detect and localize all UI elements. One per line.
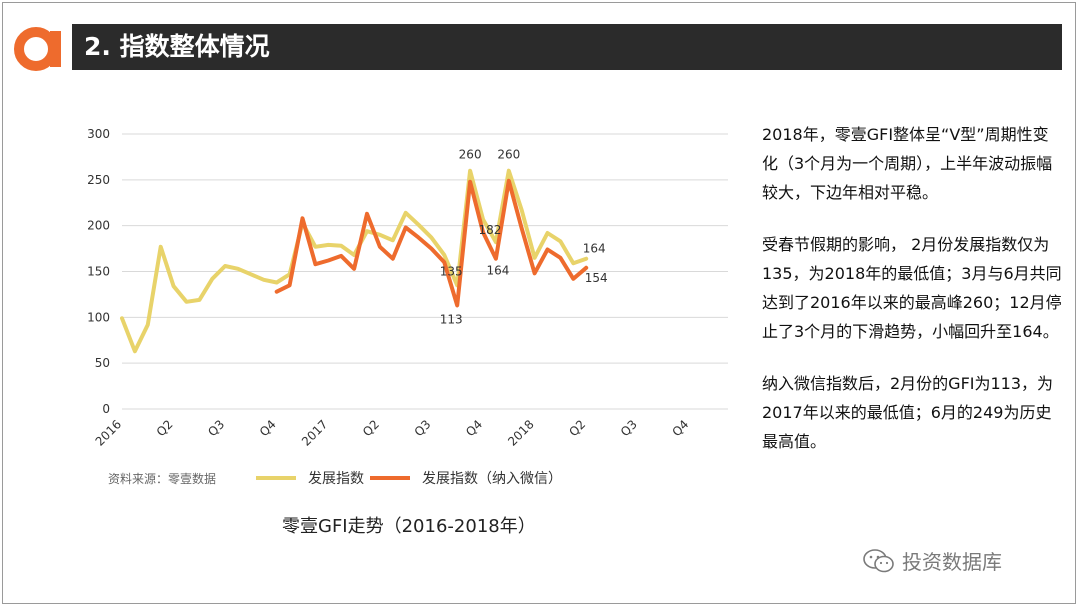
series-line-1 — [274, 178, 589, 308]
data-label: 113 — [440, 312, 463, 326]
watermark-text: 投资数据库 — [902, 550, 1002, 574]
commentary-paragraph: 纳入微信指数后，2月份的GFI为113，为2017年以来的最低值；6月的249为… — [762, 374, 1054, 451]
legend-swatch-development-index — [256, 476, 296, 480]
chart-source: 资料来源：零壹数据 — [108, 472, 217, 486]
x-tick-label: Q3 — [618, 417, 640, 439]
x-tick-label: Q3 — [205, 417, 227, 439]
data-label: 164 — [486, 264, 509, 278]
data-label: 182 — [478, 223, 501, 237]
x-tick-label: Q2 — [154, 417, 176, 439]
x-tick-label: Q4 — [257, 417, 279, 439]
legend-swatch-development-index-wechat — [370, 476, 410, 480]
series-line-0 — [120, 168, 589, 354]
x-tick-label: Q3 — [412, 417, 434, 439]
x-tick-label: Q2 — [360, 417, 382, 439]
data-label: 154 — [585, 271, 608, 285]
wechat-icon — [863, 548, 894, 572]
legend-label: 发展指数（纳入微信） — [422, 471, 562, 487]
y-tick-label: 250 — [87, 173, 110, 187]
x-tick-label: 2018 — [505, 417, 536, 448]
data-label: 260 — [497, 148, 520, 162]
x-tick-label: Q4 — [669, 417, 691, 439]
data-label: 164 — [583, 242, 606, 256]
page-title: 2. 指数整体情况 — [72, 24, 1062, 70]
legend-item-development-index-wechat: 发展指数（纳入微信） — [370, 468, 562, 488]
legend-item-development-index: 发展指数 — [256, 468, 364, 488]
x-tick-label: 2016 — [93, 417, 124, 448]
watermark: 投资数据库 — [862, 546, 1002, 575]
y-tick-label: 200 — [87, 219, 110, 233]
legend-label: 发展指数 — [308, 471, 364, 487]
x-tick-label: Q2 — [566, 417, 588, 439]
y-tick-label: 50 — [95, 356, 110, 370]
data-label: 260 — [459, 148, 482, 162]
y-tick-label: 100 — [87, 310, 110, 324]
chart-title: 零壹GFI走势（2016-2018年） — [282, 516, 536, 537]
y-tick-label: 300 — [87, 127, 110, 141]
x-tick-label: 2017 — [299, 417, 330, 448]
letter-a-logo — [14, 27, 61, 71]
gfi-line-chart: 0 50 100 150 200 250 300 2016 Q2 Q3 Q4 2017 Q2 Q3 Q4 20… — [87, 127, 728, 449]
commentary-paragraph: 受春节假期的影响， 2月份发展指数仅为135，为2018年的最低值；3月与6月共… — [762, 235, 1062, 341]
commentary-paragraph: 2018年，零壹GFI整体呈“V型”周期性变化（3个月为一个周期），上半年波动振… — [762, 125, 1053, 202]
y-tick-label: 150 — [87, 265, 110, 279]
y-tick-label: 0 — [102, 402, 110, 416]
x-tick-label: Q4 — [463, 417, 485, 439]
data-label: 135 — [440, 264, 463, 278]
commentary-panel: 2018年，零壹GFI整体呈“V型”周期性变化（3个月为一个周期），上半年波动振… — [762, 120, 1064, 479]
